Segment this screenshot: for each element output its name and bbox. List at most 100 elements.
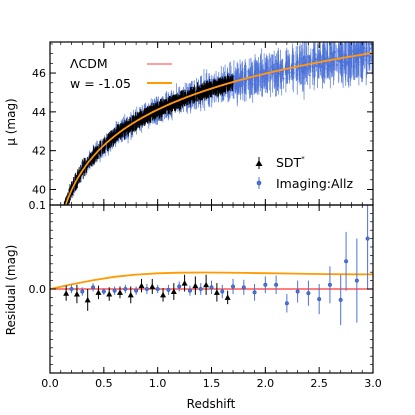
sdt-residual-point [127, 291, 134, 298]
top-panel-data [62, 42, 373, 216]
sdt-residual-point [73, 291, 80, 297]
imaging-point [357, 57, 360, 59]
imaging-point [311, 66, 314, 68]
imaging-point [332, 61, 334, 63]
imaging-point [292, 62, 295, 65]
imaging-point [273, 75, 276, 78]
imaging-point [326, 68, 329, 71]
imaging-point [320, 66, 323, 69]
imaging-residual-point [252, 290, 257, 295]
top-y-tick-label: 42 [32, 145, 46, 158]
imaging-point [251, 74, 254, 76]
imaging-point [282, 77, 285, 80]
imaging-point [298, 67, 300, 70]
bottom-y-axis-label: Residual (mag) [4, 245, 18, 336]
legend-label-imaging: Imaging:Allz [276, 176, 353, 191]
axes: 0.0 0.5 1.0 1.5 2.0 2.5 3.0 40 42 44 46 0.0 [29, 42, 382, 390]
imaging-point [337, 50, 340, 52]
model-curve-w [64, 52, 373, 205]
imaging-residual-point [263, 282, 268, 287]
sdt-residual-point [106, 291, 113, 297]
legend-label-w: w = -1.05 [70, 76, 131, 91]
imaging-point [327, 64, 330, 67]
imaging-residual-point [241, 285, 246, 290]
imaging-residual-point [177, 284, 182, 289]
imaging-residual-point [317, 297, 322, 302]
imaging-point [363, 47, 366, 50]
x-tick-label: 2.5 [310, 377, 328, 390]
imaging-point [309, 74, 311, 77]
imaging-point [345, 54, 348, 57]
imaging-point [316, 58, 319, 61]
legend-models: ΛCDM w = -1.05 [70, 56, 172, 91]
imaging-point [276, 75, 279, 78]
imaging-point [261, 75, 264, 78]
imaging-residual-point [123, 286, 128, 292]
imaging-point [301, 68, 303, 71]
imaging-point [62, 214, 64, 216]
imaging-point [249, 82, 252, 85]
imaging-point [350, 51, 353, 54]
imaging-point [356, 57, 359, 60]
imaging-point [257, 77, 260, 80]
imaging-point [304, 67, 307, 69]
imaging-point [340, 60, 342, 62]
imaging-residual-point [144, 286, 149, 292]
imaging-residual-point [284, 301, 289, 306]
imaging-point [274, 72, 277, 74]
imaging-residual-point [198, 286, 203, 292]
imaging-point [244, 70, 247, 73]
bottom-y-tick-label: 0.0 [29, 283, 47, 296]
imaging-point [229, 74, 232, 77]
imaging-residual-point [155, 286, 160, 292]
imaging-residual-point [69, 286, 74, 292]
imaging-point [62, 214, 64, 216]
imaging-point [358, 50, 361, 52]
x-tick-label: 3.0 [364, 377, 382, 390]
imaging-residual-point [134, 288, 139, 293]
imaging-point [260, 86, 263, 89]
imaging-point [296, 61, 299, 64]
imaging-point [65, 206, 67, 208]
imaging-point [325, 56, 328, 59]
imaging-residual-point [101, 289, 106, 294]
sdt-residual-point [181, 280, 188, 286]
bottom-panel-data [50, 205, 373, 326]
imaging-point [236, 85, 239, 88]
imaging-point [63, 210, 65, 212]
sdt-residual-point [63, 290, 70, 296]
legend-marker-imaging [256, 180, 262, 186]
sdt-residual-point [149, 283, 156, 289]
sdt-residual-point [224, 294, 231, 300]
imaging-point [291, 65, 293, 67]
imaging-point [346, 60, 349, 63]
imaging-point [350, 61, 353, 64]
x-axis-label: Redshift [187, 397, 236, 411]
imaging-point [263, 69, 266, 72]
imaging-point [362, 49, 364, 52]
imaging-point [277, 73, 280, 76]
sdt-residual-point [95, 289, 102, 295]
imaging-point [366, 54, 369, 57]
imaging-point [263, 80, 265, 83]
legend-label-lcdm: ΛCDM [70, 56, 108, 71]
imaging-point [288, 75, 291, 78]
imaging-point [254, 71, 256, 73]
imaging-point [354, 60, 356, 63]
imaging-residual-point [209, 285, 214, 290]
imaging-point [368, 55, 370, 57]
imaging-residual-point [91, 285, 96, 290]
x-tick-label: 0.5 [95, 377, 113, 390]
imaging-point [303, 76, 305, 79]
imaging-point [293, 72, 295, 74]
imaging-point [322, 65, 325, 68]
sdt-residual-point [192, 282, 199, 289]
imaging-point [269, 69, 272, 71]
imaging-residual-point [220, 289, 225, 294]
sdt-residual-point [213, 289, 220, 295]
imaging-point [63, 212, 65, 214]
imaging-point [352, 48, 355, 51]
imaging-point [295, 62, 298, 65]
sdt-residual-point [170, 288, 177, 295]
